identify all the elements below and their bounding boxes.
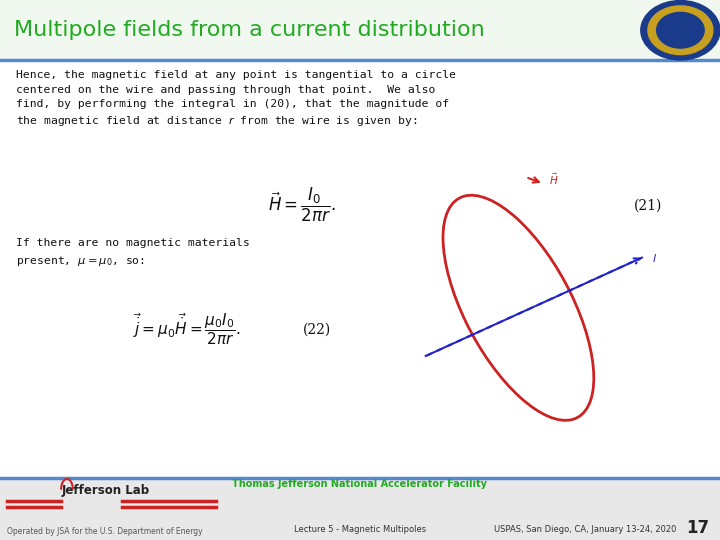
Text: (22): (22) bbox=[302, 322, 331, 336]
Text: $\vec{H}$: $\vec{H}$ bbox=[549, 172, 558, 187]
Text: Hence, the magnetic field at any point is tangential to a circle
centered on the: Hence, the magnetic field at any point i… bbox=[16, 70, 456, 129]
Circle shape bbox=[657, 12, 704, 48]
Bar bbox=[0, 0, 720, 60]
Text: Thomas Jefferson National Accelerator Facility: Thomas Jefferson National Accelerator Fa… bbox=[233, 478, 487, 489]
Text: (21): (21) bbox=[634, 198, 662, 212]
Text: $\vec{\dot{j}} = \mu_0 \vec{\dot{H}} = \dfrac{\mu_0 I_0}{2\pi r}.$: $\vec{\dot{j}} = \mu_0 \vec{\dot{H}} = \… bbox=[133, 312, 241, 347]
Circle shape bbox=[648, 6, 713, 55]
Text: Jefferson Lab: Jefferson Lab bbox=[61, 484, 149, 497]
Text: Lecture 5 - Magnetic Multipoles: Lecture 5 - Magnetic Multipoles bbox=[294, 524, 426, 534]
Text: If there are no magnetic materials
present, $\mu = \mu_0$, so:: If there are no magnetic materials prese… bbox=[16, 238, 250, 268]
Bar bbox=[0, 478, 720, 540]
Text: $l$: $l$ bbox=[652, 252, 657, 264]
Text: USPAS, San Diego, CA, January 13-24, 2020: USPAS, San Diego, CA, January 13-24, 202… bbox=[495, 524, 677, 534]
Text: Operated by JSA for the U.S. Department of Energy: Operated by JSA for the U.S. Department … bbox=[7, 526, 203, 536]
Text: 17: 17 bbox=[686, 519, 709, 537]
Circle shape bbox=[641, 1, 720, 60]
Text: $\vec{H} = \dfrac{I_0}{2\pi r}.$: $\vec{H} = \dfrac{I_0}{2\pi r}.$ bbox=[269, 186, 336, 224]
Text: Multipole fields from a current distribution: Multipole fields from a current distribu… bbox=[14, 20, 485, 40]
